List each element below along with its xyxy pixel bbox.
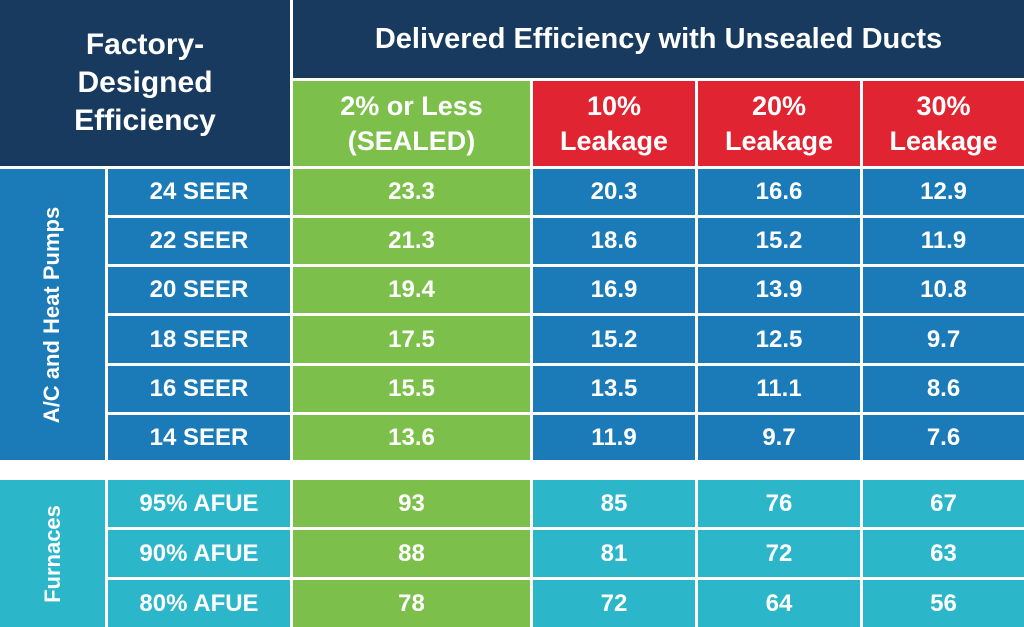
column-header-30-leakage: 30% Leakage [863, 81, 1024, 166]
table-cell: 8.6 [863, 366, 1024, 412]
table-cell: 15.2 [533, 316, 695, 363]
row-label: 95% AFUE [108, 480, 290, 527]
table-cell: 12.5 [698, 316, 860, 363]
row-label: 20 SEER [108, 267, 290, 313]
table-cell: 7.6 [863, 415, 1024, 460]
table-cell: 72 [533, 580, 695, 627]
table-cell: 16.6 [698, 169, 860, 215]
table-cell: 17.5 [293, 316, 530, 363]
table-cell: 9.7 [698, 415, 860, 460]
row-label: 90% AFUE [108, 530, 290, 577]
column-header-line: Leakage [889, 125, 998, 156]
table-cell: 19.4 [293, 267, 530, 313]
group-label-furnaces: Furnaces [0, 480, 105, 627]
row-label: 24 SEER [108, 169, 290, 215]
table-cell: 15.5 [293, 366, 530, 412]
column-header-10-leakage: 10% Leakage [533, 81, 695, 166]
corner-header: Factory- Designed Efficiency [0, 0, 290, 166]
table-cell: 9.7 [863, 316, 1024, 363]
table-cell: 76 [698, 480, 860, 527]
column-header-line: (SEALED) [347, 125, 476, 156]
column-header-line: 10% [586, 90, 642, 121]
table-cell: 11.1 [698, 366, 860, 412]
corner-header-line: Factory- [85, 28, 205, 61]
table-cell: 18.6 [533, 218, 695, 264]
table-cell: 11.9 [863, 218, 1024, 264]
table-cell: 67 [863, 480, 1024, 527]
table-cell: 16.9 [533, 267, 695, 313]
column-header-20-leakage: 20% Leakage [698, 81, 860, 166]
column-header-line: Leakage [724, 125, 834, 156]
table-cell: 23.3 [293, 169, 530, 215]
column-header-line: 20% [751, 90, 807, 121]
column-header-line: Leakage [559, 125, 669, 156]
table-cell: 13.9 [698, 267, 860, 313]
row-label: 80% AFUE [108, 580, 290, 627]
table-cell: 72 [698, 530, 860, 577]
table-cell: 56 [863, 580, 1024, 627]
group-label-ac-heat-pumps: A/C and Heat Pumps [0, 169, 105, 460]
table-cell: 81 [533, 530, 695, 577]
column-header-sealed: 2% or Less (SEALED) [293, 81, 530, 166]
table-cell: 88 [293, 530, 530, 577]
table-cell: 63 [863, 530, 1024, 577]
table-cell: 13.5 [533, 366, 695, 412]
group-label-text: A/C and Heat Pumps [39, 206, 65, 423]
table-cell: 11.9 [533, 415, 695, 460]
corner-header-line: Efficiency [74, 104, 216, 137]
table-cell: 93 [293, 480, 530, 527]
row-label: 14 SEER [108, 415, 290, 460]
table-cell: 21.3 [293, 218, 530, 264]
corner-header-line: Designed [77, 66, 213, 99]
table-cell: 20.3 [533, 169, 695, 215]
table-cell: 85 [533, 480, 695, 527]
row-label: 22 SEER [108, 218, 290, 264]
group-label-text: Furnaces [39, 504, 65, 603]
table-cell: 10.8 [863, 267, 1024, 313]
row-label: 18 SEER [108, 316, 290, 363]
super-header: Delivered Efficiency with Unsealed Ducts [293, 0, 1024, 78]
table-cell: 12.9 [863, 169, 1024, 215]
table-cell: 15.2 [698, 218, 860, 264]
table-cell: 64 [698, 580, 860, 627]
column-header-line: 30% [916, 90, 971, 121]
table-cell: 13.6 [293, 415, 530, 460]
table-cell: 78 [293, 580, 530, 627]
column-header-line: 2% or Less [340, 90, 483, 121]
row-label: 16 SEER [108, 366, 290, 412]
